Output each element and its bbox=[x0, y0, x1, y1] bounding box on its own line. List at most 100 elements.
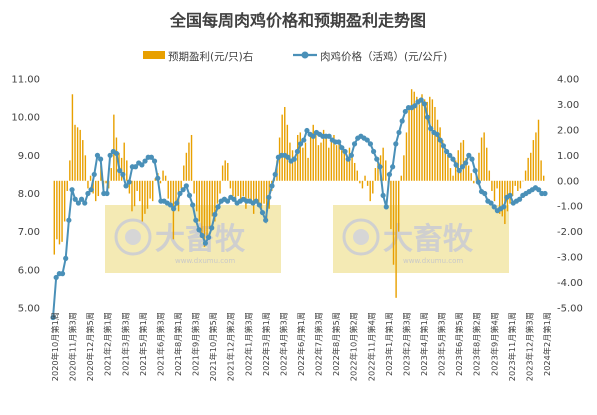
profit-bar bbox=[95, 180, 97, 202]
profit-bar bbox=[408, 109, 410, 181]
profit-bar bbox=[265, 180, 268, 219]
left-axis-tick: 9.00 bbox=[18, 151, 40, 162]
profit-bar bbox=[227, 162, 229, 181]
price-point bbox=[517, 196, 523, 202]
profit-bar bbox=[56, 180, 58, 240]
x-axis-tick: 2023年11月第1周 bbox=[507, 312, 517, 381]
profit-bar bbox=[211, 180, 213, 217]
watermark-logo-icon bbox=[342, 218, 380, 256]
price-point bbox=[367, 141, 374, 147]
profit-bar bbox=[260, 180, 263, 212]
profit-bar bbox=[193, 180, 195, 194]
x-axis-tick: 2022年4月第3周 bbox=[278, 312, 288, 376]
profit-bar bbox=[87, 180, 89, 189]
profit-bar bbox=[146, 180, 149, 209]
price-point bbox=[205, 234, 212, 240]
profit-bar bbox=[232, 180, 234, 197]
x-axis-tick: 2024年2月第1周 bbox=[542, 312, 552, 376]
profit-bar bbox=[201, 180, 203, 237]
price-point bbox=[155, 175, 161, 181]
profit-bar bbox=[524, 170, 527, 181]
x-axis-tick: 2023年2月第3周 bbox=[401, 312, 411, 376]
watermark-logo-dot bbox=[125, 229, 141, 245]
profit-bar bbox=[498, 180, 501, 214]
price-point bbox=[123, 183, 129, 189]
profit-bar bbox=[258, 180, 260, 207]
profit-bar bbox=[382, 147, 384, 181]
x-axis-tick: 2020年11月第3周 bbox=[68, 312, 78, 381]
x-axis-tick: 2022年11月第4周 bbox=[366, 312, 376, 381]
price-point bbox=[196, 227, 202, 233]
price-point bbox=[190, 202, 196, 208]
profit-bar bbox=[454, 160, 457, 181]
profit-bar bbox=[76, 127, 79, 181]
profit-bar bbox=[105, 180, 107, 184]
profit-bar bbox=[532, 140, 535, 181]
price-point bbox=[370, 148, 377, 155]
profit-bar bbox=[385, 160, 387, 181]
price-point bbox=[304, 127, 310, 134]
price-point bbox=[78, 196, 85, 202]
price-point bbox=[272, 171, 278, 178]
x-axis-tick: 2023年8月第2周 bbox=[472, 312, 482, 376]
price-point bbox=[488, 200, 494, 206]
profit-bar bbox=[214, 180, 216, 222]
x-axis: 2020年10月第1周 2020年11月第3周 2020年12月第5周 2021年2月… bbox=[50, 312, 552, 381]
price-point bbox=[469, 156, 475, 162]
profit-bar bbox=[426, 101, 428, 181]
price-point bbox=[209, 225, 215, 231]
x-axis-tick: 2023年9月第4周 bbox=[489, 312, 499, 376]
profit-bar bbox=[322, 129, 325, 181]
profit-bar bbox=[400, 175, 402, 181]
x-axis-tick: 2023年6月第5周 bbox=[454, 312, 464, 376]
profit-bar bbox=[452, 175, 454, 181]
left-axis-tick: 5.00 bbox=[18, 304, 40, 315]
profit-bar bbox=[410, 89, 413, 181]
profit-bar bbox=[167, 180, 169, 199]
price-point bbox=[132, 164, 139, 170]
price-point bbox=[301, 137, 307, 143]
profit-bar bbox=[196, 180, 198, 212]
profit-bar bbox=[291, 150, 294, 181]
price-point bbox=[107, 152, 113, 158]
watermark-logo-icon bbox=[114, 218, 152, 256]
price-point bbox=[421, 101, 427, 107]
profit-bar bbox=[542, 175, 545, 181]
x-axis-tick: 2021年3月第3周 bbox=[120, 312, 130, 376]
price-point bbox=[215, 204, 221, 210]
profit-bar bbox=[338, 140, 340, 181]
price-point bbox=[98, 156, 104, 162]
profit-bar bbox=[304, 142, 307, 181]
price-point bbox=[259, 209, 266, 216]
price-point bbox=[291, 156, 297, 162]
price-point bbox=[285, 154, 291, 160]
profit-bar bbox=[66, 180, 68, 191]
profit-bar bbox=[126, 160, 128, 181]
profit-bar bbox=[234, 180, 237, 204]
price-point bbox=[364, 137, 370, 143]
profit-bar bbox=[359, 180, 361, 184]
x-axis-tick: 2021年2月第1周 bbox=[103, 312, 113, 376]
right-axis-tick: -4.00 bbox=[557, 278, 583, 289]
profit-bar bbox=[115, 137, 118, 181]
profit-bar bbox=[483, 132, 485, 181]
profit-bar bbox=[110, 168, 112, 181]
price-point bbox=[402, 108, 408, 115]
profit-bar bbox=[447, 155, 449, 181]
profit-bar bbox=[250, 180, 252, 204]
profit-bar bbox=[511, 180, 514, 197]
left-axis: 5.00 6.00 7.00 8.00 9.00 10.00 11.00 bbox=[11, 75, 40, 315]
right-axis-tick: 1.00 bbox=[557, 151, 579, 162]
profit-bar bbox=[58, 180, 61, 245]
profit-bar bbox=[100, 165, 102, 181]
profit-bar bbox=[159, 180, 162, 184]
left-axis-tick: 7.00 bbox=[18, 227, 40, 238]
right-axis-tick: 2.00 bbox=[557, 125, 579, 136]
profit-bar bbox=[333, 134, 335, 181]
price-point bbox=[336, 139, 342, 145]
x-axis-tick: 2023年12月第3周 bbox=[524, 312, 534, 381]
profit-bar bbox=[302, 147, 304, 181]
price-point bbox=[444, 148, 450, 155]
price-point bbox=[91, 171, 97, 178]
price-point bbox=[386, 171, 393, 178]
